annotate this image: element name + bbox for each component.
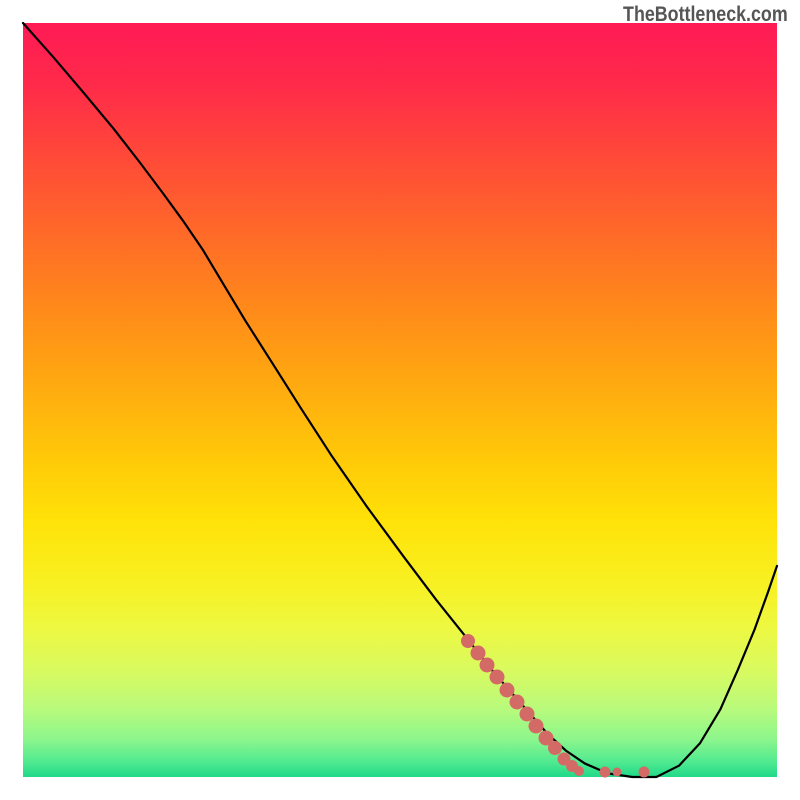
bottleneck-chart — [23, 23, 777, 777]
bottleneck-curve — [23, 23, 777, 777]
dip-marker — [600, 767, 611, 778]
dip-marker — [639, 767, 650, 778]
dip-marker — [574, 766, 584, 776]
dip-marker — [613, 768, 622, 777]
